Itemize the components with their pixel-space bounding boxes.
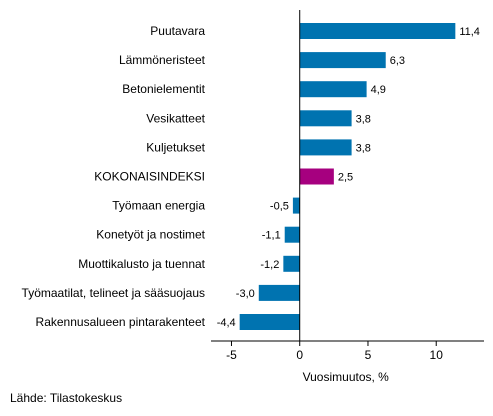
bar-7 — [284, 226, 300, 243]
x-tick-label-0: -5 — [226, 348, 237, 362]
bar-0 — [299, 23, 456, 39]
x-tick-label-3: 10 — [430, 348, 444, 362]
category-label-1: Lämmöneristeet — [119, 53, 206, 67]
value-label-5: 2,5 — [338, 172, 353, 184]
category-label-10: Rakennusalueen pintarakenteet — [36, 315, 206, 329]
x-axis-label: Vuosimuutos, % — [303, 370, 390, 384]
bar-4 — [299, 139, 352, 156]
category-label-4: Kuljetukset — [146, 140, 205, 154]
category-label-7: Konetyöt ja nostimet — [96, 228, 205, 242]
category-label-9: Työmaatilat, telineet ja sääsuojaus — [22, 286, 205, 300]
bars — [239, 23, 456, 330]
source-note: Lähde: Tilastokeskus — [10, 391, 123, 405]
value-label-2: 4,9 — [371, 84, 386, 96]
bar-5 — [299, 168, 334, 185]
category-labels: Puutavara Lämmöneristeet Betonielementit Ve… — [22, 24, 206, 329]
value-label-0: 11,4 — [459, 26, 480, 38]
bar-3 — [299, 110, 352, 127]
category-label-6: Työmaan energia — [112, 199, 205, 213]
value-label-7: -1,1 — [262, 230, 281, 242]
bar-1 — [299, 52, 386, 69]
category-label-5: KOKONAISINDEKSI — [94, 170, 205, 184]
category-label-8: Muottikalusto ja tuennat — [78, 257, 205, 271]
value-label-1: 6,3 — [390, 55, 405, 67]
value-label-9: -3,0 — [236, 288, 255, 300]
bar-9 — [258, 284, 300, 301]
category-label-2: Betonielementit — [122, 82, 205, 96]
value-label-3: 3,8 — [356, 113, 371, 125]
category-label-3: Vesikatteet — [146, 111, 205, 125]
value-labels: 11,4 6,3 4,9 3,8 3,8 2,5 -0,5 -1,1 -1,2 -3,0 -4,4 — [217, 26, 480, 329]
x-axis-ticks: -5 0 5 10 — [226, 341, 443, 362]
bar-6 — [292, 197, 300, 214]
value-label-6: -0,5 — [270, 201, 289, 213]
value-label-10: -4,4 — [217, 317, 236, 329]
value-label-8: -1,2 — [260, 259, 279, 271]
x-tick-label-1: 0 — [296, 348, 303, 362]
bar-10 — [239, 314, 300, 330]
bar-8 — [283, 255, 300, 272]
category-label-0: Puutavara — [150, 24, 205, 38]
bar-2 — [299, 81, 367, 98]
value-label-4: 3,8 — [356, 142, 371, 154]
x-tick-label-2: 5 — [365, 348, 372, 362]
